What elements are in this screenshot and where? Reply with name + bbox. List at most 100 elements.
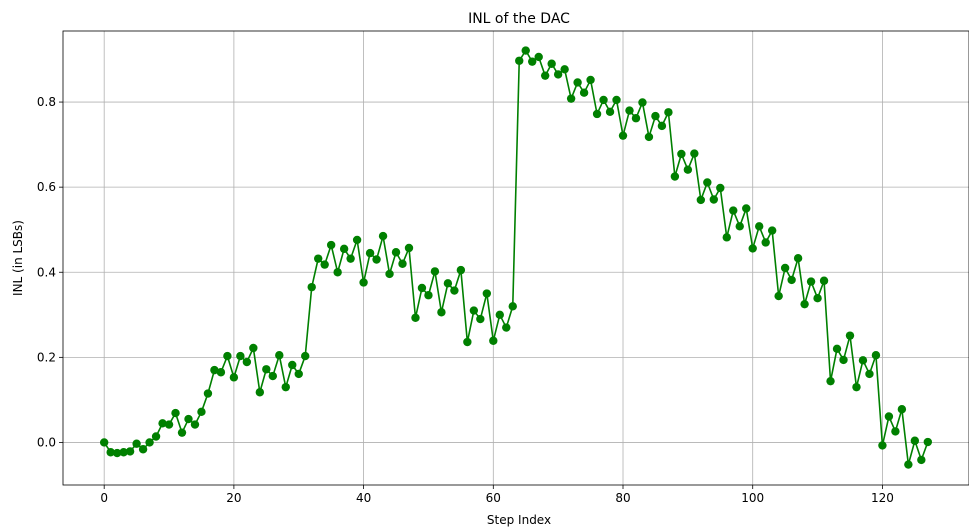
data-point xyxy=(482,289,492,298)
data-point xyxy=(573,78,582,87)
data-point xyxy=(813,294,822,303)
data-point xyxy=(638,98,647,107)
data-point xyxy=(716,183,725,193)
data-point xyxy=(871,351,881,360)
data-point xyxy=(761,238,770,247)
data-point xyxy=(917,455,926,465)
data-point xyxy=(534,52,543,62)
data-point xyxy=(352,235,362,245)
data-point xyxy=(333,268,342,277)
data-point xyxy=(722,233,731,242)
data-point xyxy=(528,57,537,66)
data-point xyxy=(547,59,556,68)
data-point xyxy=(826,376,835,386)
data-point xyxy=(268,371,277,381)
data-point xyxy=(197,407,206,417)
data-point xyxy=(644,132,654,142)
data-point xyxy=(450,286,459,295)
data-point xyxy=(463,337,472,347)
data-point xyxy=(774,291,783,301)
data-point xyxy=(184,414,193,424)
data-point xyxy=(800,299,809,309)
data-point xyxy=(553,70,563,79)
data-point xyxy=(852,382,861,392)
data-point xyxy=(625,106,634,115)
data-point xyxy=(262,365,271,374)
plot-frame xyxy=(62,30,969,486)
data-point xyxy=(502,323,511,332)
data-point xyxy=(236,351,245,361)
data-point xyxy=(832,344,842,354)
data-point xyxy=(586,75,595,85)
data-point xyxy=(910,436,920,445)
data-point xyxy=(430,267,440,276)
data-point xyxy=(592,109,602,119)
data-point xyxy=(417,283,427,293)
data-point xyxy=(787,275,796,285)
data-point xyxy=(106,448,115,457)
x-tick-label: 120 xyxy=(871,491,894,505)
data-point xyxy=(540,71,550,80)
data-point xyxy=(119,448,128,457)
data-point xyxy=(923,437,933,447)
data-point xyxy=(125,447,135,456)
data-point xyxy=(566,94,576,103)
data-point xyxy=(294,369,303,379)
y-tick-label: 0.4 xyxy=(37,265,56,279)
data-point xyxy=(696,195,706,205)
data-point xyxy=(605,107,615,117)
data-point xyxy=(489,336,498,345)
data-point xyxy=(793,254,803,263)
data-point xyxy=(897,405,907,414)
data-point xyxy=(138,445,148,454)
x-tick-label: 80 xyxy=(615,491,630,505)
data-point xyxy=(385,269,394,279)
data-point xyxy=(677,149,686,159)
data-point xyxy=(307,282,316,292)
data-point xyxy=(437,308,446,317)
data-point xyxy=(618,131,628,140)
data-point xyxy=(229,373,239,382)
data-point xyxy=(845,331,855,340)
data-point xyxy=(839,355,848,365)
data-point xyxy=(456,265,466,275)
x-tick-label: 60 xyxy=(486,491,501,505)
data-point xyxy=(767,226,777,235)
chart-title: INL of the DAC xyxy=(468,11,570,27)
data-point xyxy=(709,195,718,204)
data-point xyxy=(735,222,744,231)
data-point xyxy=(891,427,900,436)
data-point xyxy=(255,388,265,397)
data-point xyxy=(190,420,200,429)
data-point xyxy=(878,441,887,450)
data-point xyxy=(521,46,530,55)
data-point xyxy=(320,260,329,269)
data-point xyxy=(657,121,667,131)
data-point xyxy=(177,428,187,437)
y-tick-label: 0.6 xyxy=(37,180,56,194)
data-point xyxy=(904,460,913,469)
data-point xyxy=(858,356,868,365)
data-point xyxy=(164,420,174,429)
data-point xyxy=(249,343,258,353)
y-axis-ticks: 0.0 0.2 0.4 0.6 0.8 xyxy=(37,95,63,449)
y-axis-title: INL (in LSBs) xyxy=(11,220,25,296)
data-point xyxy=(301,351,310,361)
data-point xyxy=(339,244,349,254)
data-point xyxy=(508,302,517,311)
data-point xyxy=(729,206,738,215)
data-point xyxy=(99,438,109,447)
data-point xyxy=(703,178,712,187)
data-point xyxy=(281,382,290,392)
data-point xyxy=(651,111,660,121)
data-point xyxy=(314,254,323,263)
data-point xyxy=(145,438,154,447)
data-point xyxy=(275,351,284,360)
data-point xyxy=(203,389,213,398)
data-point xyxy=(560,65,569,74)
data-point xyxy=(132,439,141,448)
x-tick-label: 40 xyxy=(356,491,371,505)
data-point xyxy=(326,240,336,250)
data-point xyxy=(411,313,420,322)
